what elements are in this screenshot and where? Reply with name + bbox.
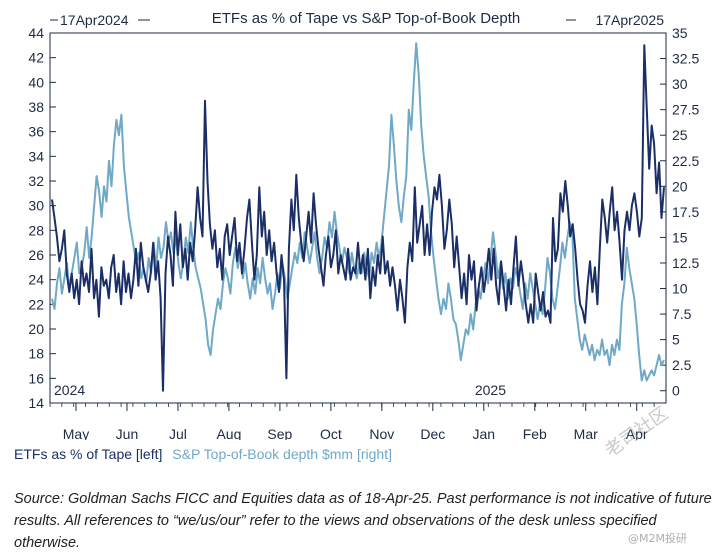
x-tick-label: Apr <box>626 426 648 440</box>
x-tick-label: Mar <box>574 426 598 440</box>
date-start-label: 17Apr2024 <box>60 12 129 28</box>
axis-ticks <box>49 19 666 411</box>
x-tick-label: Jun <box>116 426 139 440</box>
y-left-tick-label: 36 <box>28 124 44 140</box>
y-right-tick-label: 32.5 <box>672 51 699 67</box>
source-note: Source: Goldman Sachs FICC and Equities … <box>14 491 712 551</box>
y-left-tick-label: 20 <box>28 321 44 337</box>
y-left-tick-label: 26 <box>28 247 44 263</box>
y-right-tick-label: 10 <box>672 281 688 297</box>
year-label-2024: 2024 <box>54 382 85 398</box>
y-left-tick-label: 24 <box>28 272 44 288</box>
chart-title: ETFs as % of Tape vs S&P Top-of-Book Dep… <box>212 10 521 27</box>
plot-border <box>49 32 667 404</box>
axis-labels: 14 16 18 20 22 24 26 28 30 32 34 36 38 40 42 44 0 2.5 5 7.5… <box>28 10 699 440</box>
x-tick-label: Aug <box>216 426 241 440</box>
y-left-tick-label: 14 <box>28 395 44 411</box>
y-right-tick-label: 7.5 <box>672 306 692 322</box>
y-right-tick-label: 20 <box>672 178 688 194</box>
y-right-tick-label: 35 <box>672 25 688 41</box>
y-left-tick-label: 40 <box>28 74 44 90</box>
watermark-handle: @M2M投研 <box>628 532 687 545</box>
y-left-tick-label: 38 <box>28 99 44 115</box>
year-label-2025: 2025 <box>475 382 506 398</box>
y-left-tick-label: 30 <box>28 198 44 214</box>
y-right-tick-label: 30 <box>672 76 688 92</box>
y-left-tick-label: 42 <box>28 50 44 66</box>
x-tick-label: Oct <box>320 426 342 440</box>
y-left-tick-label: 28 <box>28 222 44 238</box>
x-tick-label: May <box>63 426 89 440</box>
x-tick-label: Jan <box>472 426 495 440</box>
chart-svg: 14 16 18 20 22 24 26 28 30 32 34 36 38 40 42 44 0 2.5 5 7.5… <box>28 10 699 440</box>
y-right-tick-label: 0 <box>672 383 680 399</box>
series-line-etf-share <box>51 44 665 392</box>
y-right-tick-label: 27.5 <box>672 102 699 118</box>
x-tick-label: Jul <box>169 426 187 440</box>
y-left-tick-label: 34 <box>28 148 44 164</box>
x-tick-label: Sep <box>267 426 292 440</box>
date-end-label: 17Apr2025 <box>595 12 664 28</box>
y-right-tick-label: 5 <box>672 332 680 348</box>
legend: ETFs as % of Tape [left] S&P Top-of-Book… <box>14 446 398 462</box>
x-tick-label: Nov <box>369 426 394 440</box>
y-right-tick-label: 22.5 <box>672 153 699 169</box>
y-left-tick-label: 44 <box>28 25 44 41</box>
y-left-tick-label: 16 <box>28 370 44 386</box>
y-left-tick-label: 18 <box>28 346 44 362</box>
legend-etf: ETFs as % of Tape [left] <box>14 446 163 462</box>
x-tick-label: Feb <box>523 426 547 440</box>
y-right-tick-label: 25 <box>672 127 688 143</box>
legend-depth: S&P Top-of-Book depth $mm [right] <box>172 446 392 462</box>
y-left-tick-label: 22 <box>28 296 44 312</box>
y-right-tick-label: 15 <box>672 229 688 245</box>
y-left-tick-label: 32 <box>28 173 44 189</box>
plot-frame <box>49 32 667 404</box>
series-layer <box>51 42 665 392</box>
x-tick-label: Dec <box>420 426 445 440</box>
y-right-tick-label: 2.5 <box>672 357 692 373</box>
y-right-tick-label: 12.5 <box>672 255 699 271</box>
y-right-tick-label: 17.5 <box>672 204 699 220</box>
